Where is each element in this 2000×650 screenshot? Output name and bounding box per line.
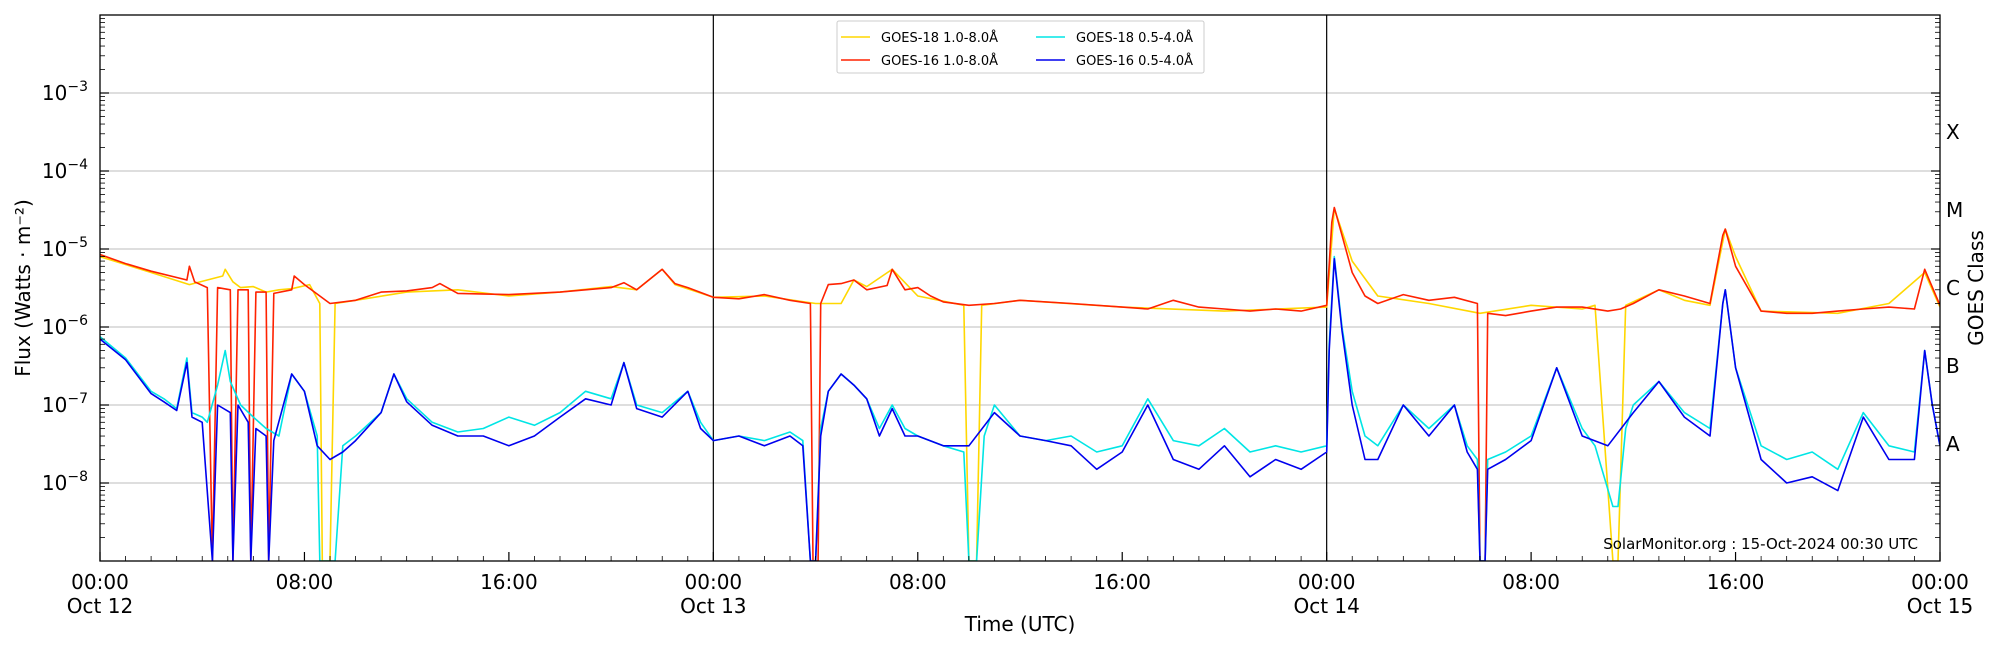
x-tick-time-label: 08:00 bbox=[889, 570, 947, 594]
y-axis-label: Flux (Watts · m⁻²) bbox=[11, 199, 35, 377]
day-dividers bbox=[712, 15, 1328, 561]
goes-class-labels: A B C M X bbox=[1946, 120, 1963, 456]
data-series bbox=[100, 206, 1940, 561]
series-goes16-long bbox=[100, 206, 1940, 561]
x-tick-time-label: 08:00 bbox=[276, 570, 334, 594]
x-tick-time-label: 00:00 bbox=[1911, 570, 1969, 594]
series-goes16-short bbox=[100, 257, 1940, 561]
credit-text: SolarMonitor.org : 15-Oct-2024 00:30 UTC bbox=[1603, 535, 1918, 553]
goes-class-label: C bbox=[1946, 276, 1960, 300]
goes-class-label: X bbox=[1946, 120, 1960, 144]
goes-class-axis-label: GOES Class bbox=[1964, 230, 1988, 346]
series-goes18-short bbox=[100, 255, 1940, 561]
x-axis-label: Time (UTC) bbox=[964, 612, 1076, 636]
x-tick-time-label: 08:00 bbox=[1502, 570, 1560, 594]
x-tick-time-label: 16:00 bbox=[480, 570, 538, 594]
x-tick-time-label: 00:00 bbox=[71, 570, 129, 594]
goes-class-label: M bbox=[1946, 198, 1963, 222]
goes-class-label: A bbox=[1946, 432, 1960, 456]
x-tick-time-label: 00:00 bbox=[1298, 570, 1356, 594]
x-tick-date-label: Oct 14 bbox=[1293, 594, 1359, 618]
y-tick-label: 10−5 bbox=[42, 235, 88, 261]
x-tick-date-label: Oct 15 bbox=[1907, 594, 1973, 618]
legend-box bbox=[836, 20, 1205, 74]
series-goes18-long bbox=[100, 207, 1940, 561]
y-axis-ticks: 10−8 10−7 10−6 10−5 10−4 10−3 bbox=[42, 18, 1940, 538]
y-tick-label: 10−3 bbox=[42, 79, 88, 105]
grid-lines bbox=[100, 92, 1940, 484]
x-tick-time-label: 16:00 bbox=[1093, 570, 1151, 594]
legend-label-goes16-short: GOES-16 0.5-4.0Å bbox=[1076, 53, 1193, 69]
x-tick-time-label: 16:00 bbox=[1707, 570, 1765, 594]
x-tick-time-label: 00:00 bbox=[685, 570, 743, 594]
legend-label-goes18-short: GOES-18 0.5-4.0Å bbox=[1076, 30, 1193, 46]
legend: GOES-18 1.0-8.0Å GOES-16 1.0-8.0Å GOES-1… bbox=[836, 20, 1205, 74]
y-tick-label: 10−7 bbox=[42, 391, 88, 417]
legend-label-goes16-long: GOES-16 1.0-8.0Å bbox=[881, 53, 998, 69]
goes-class-label: B bbox=[1946, 354, 1960, 378]
y-tick-label: 10−6 bbox=[42, 313, 88, 339]
y-tick-label: 10−4 bbox=[42, 157, 88, 183]
x-tick-date-label: Oct 12 bbox=[67, 594, 133, 618]
x-tick-date-label: Oct 13 bbox=[680, 594, 746, 618]
legend-label-goes18-long: GOES-18 1.0-8.0Å bbox=[881, 30, 998, 46]
y-tick-label: 10−8 bbox=[42, 469, 88, 495]
